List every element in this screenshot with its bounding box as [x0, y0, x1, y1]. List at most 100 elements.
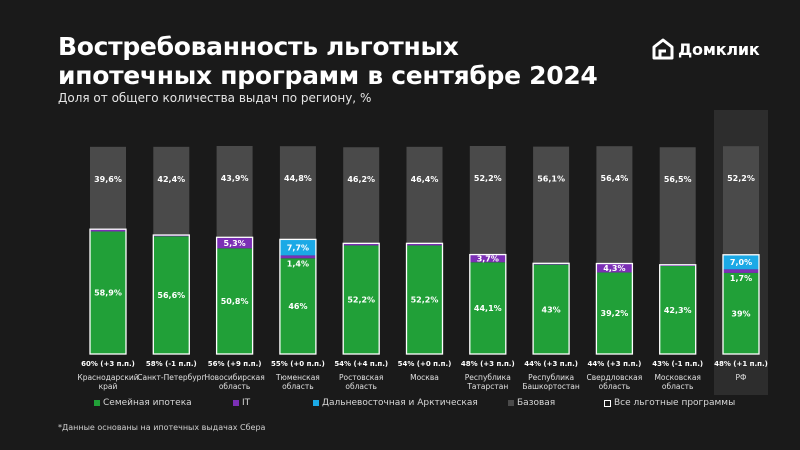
bar-family-9 — [659, 266, 696, 354]
bar-family-4 — [343, 245, 380, 354]
total-label-8: 44% (+3 п.п.) — [588, 360, 642, 368]
total-label-2: 56% (+9 п.п.) — [208, 360, 262, 368]
logo-text: Домклик — [678, 39, 760, 59]
category-label-8-1: область — [599, 382, 631, 391]
bar-family-8 — [596, 272, 633, 354]
bar-base-7 — [533, 146, 570, 264]
bar-family-6 — [469, 262, 506, 354]
bar-label-it-6: 3,7% — [477, 254, 499, 263]
bar-label-base-5: 46,4% — [411, 175, 439, 184]
bar-family-5 — [406, 245, 443, 354]
bar-label-it-8: 4,3% — [603, 264, 625, 273]
bar-fareast-10 — [723, 254, 759, 270]
total-label-6: 48% (+3 п.п.) — [461, 360, 515, 368]
total-label-3: 55% (+0 п.п.) — [271, 360, 325, 368]
all-preferential-outline-2 — [215, 236, 254, 355]
bar-it-10 — [723, 269, 759, 273]
all-preferential-outline-6 — [469, 253, 507, 355]
bar-family-7 — [533, 264, 570, 354]
legend-item-family: Семейная ипотека — [94, 398, 192, 408]
bar-base-8 — [596, 146, 633, 264]
category-label-3-0: Тюменская — [275, 373, 320, 382]
legend-item-fareast: Дальневосточная и Арктическая — [313, 398, 478, 408]
bar-label-fareast-10: 7,0% — [730, 258, 752, 267]
bar-label-family-1: 56,6% — [157, 291, 185, 300]
category-label-6-0: Республика — [465, 373, 511, 382]
legend-swatch-it — [233, 400, 239, 406]
total-label-0: 60% (+3 п.п.) — [81, 360, 135, 368]
category-label-4-1: область — [345, 382, 377, 391]
bar-label-base-7: 56,1% — [537, 175, 565, 184]
legend-label-family: Семейная ипотека — [103, 398, 192, 408]
legend-swatch-all — [604, 399, 611, 407]
bar-label-family-4: 52,2% — [347, 296, 375, 305]
category-label-6-1: Татарстан — [466, 382, 508, 391]
bar-it-2 — [216, 237, 253, 249]
bar-base-1 — [153, 146, 190, 236]
legend-swatch-fareast — [313, 400, 319, 406]
legend-label-base: Базовая — [517, 398, 556, 408]
bar-it-5 — [406, 243, 443, 246]
bar-base-0 — [90, 146, 126, 230]
total-label-9: 43% (-1 п.п.) — [652, 360, 703, 368]
category-label-7-1: Башкортостан — [522, 382, 580, 391]
category-label-10-0: РФ — [736, 373, 748, 382]
bar-label-base-4: 46,2% — [347, 175, 375, 184]
bar-family-0 — [90, 231, 126, 354]
legend-swatch-family — [94, 400, 100, 406]
bar-it-6 — [469, 254, 506, 263]
bar-label-family-8: 39,2% — [601, 309, 629, 318]
bar-it-0 — [90, 229, 126, 232]
legend-label-all: Все льготные программы — [614, 398, 736, 408]
category-label-1-0: Санкт-Петербург — [137, 373, 205, 382]
all-preferential-outline-4 — [342, 242, 380, 355]
footnote: *Данные основаны на ипотечных выдачах Сб… — [58, 423, 266, 432]
bar-label-family-0: 58,9% — [94, 289, 122, 298]
bar-label-it-2: 5,3% — [224, 239, 246, 248]
bar-label-base-0: 39,6% — [94, 175, 122, 184]
total-label-1: 58% (-1 п.п.) — [146, 360, 197, 368]
house-logo-icon — [652, 38, 674, 60]
legend-item-all: Все льготные программы — [604, 398, 735, 408]
bar-label-base-1: 42,4% — [157, 175, 185, 184]
bar-base-3 — [279, 146, 316, 240]
total-label-5: 54% (+0 п.п.) — [398, 360, 452, 368]
bar-label-family-7: 43% — [542, 305, 561, 314]
bar-label-fareast-3: 7,7% — [287, 243, 309, 252]
legend-label-fareast: Дальневосточная и Арктическая — [322, 398, 478, 408]
bar-label-family-10: 39% — [731, 309, 750, 318]
bar-label-it-10: 1,7% — [730, 274, 752, 283]
bar-base-4 — [343, 147, 380, 244]
bar-label-family-2: 50,8% — [221, 297, 249, 306]
bar-label-family-6: 44,1% — [474, 304, 502, 313]
category-label-8-0: Свердловская — [587, 373, 643, 382]
bar-base-9 — [659, 147, 696, 265]
bar-family-2 — [216, 248, 253, 354]
all-preferential-outline-1 — [152, 234, 190, 355]
bar-family-10 — [723, 272, 759, 354]
total-label-10: 48% (+1 п.п.) — [714, 360, 768, 368]
bar-label-family-9: 42,3% — [664, 306, 692, 315]
bar-base-6 — [469, 146, 506, 255]
category-label-5-0: Москва — [410, 373, 439, 382]
all-preferential-outline-0 — [89, 228, 127, 355]
bar-label-family-5: 52,2% — [411, 296, 439, 305]
total-label-4: 54% (+4 п.п.) — [334, 360, 388, 368]
bar-label-base-3: 44,8% — [284, 174, 312, 183]
bar-label-base-9: 56,5% — [664, 175, 692, 184]
bar-it-4 — [343, 243, 380, 246]
bar-base-2 — [216, 146, 253, 238]
all-preferential-outline-3 — [279, 238, 317, 355]
bar-base-10 — [723, 146, 759, 255]
legend-swatch-base — [508, 400, 514, 406]
total-label-7: 44% (+3 п.п.) — [524, 360, 578, 368]
bar-it-3 — [279, 255, 316, 259]
bar-label-base-10: 52,2% — [727, 174, 755, 183]
bar-base-5 — [406, 146, 443, 244]
all-preferential-outline-9 — [659, 264, 697, 355]
bar-family-1 — [153, 236, 190, 354]
all-preferential-outline-10 — [722, 254, 760, 355]
page-subtitle: Доля от общего количества выдач по регио… — [58, 91, 372, 105]
bar-family-3 — [279, 258, 316, 354]
page-title: Востребованность льготных ипотечных прог… — [58, 32, 598, 90]
